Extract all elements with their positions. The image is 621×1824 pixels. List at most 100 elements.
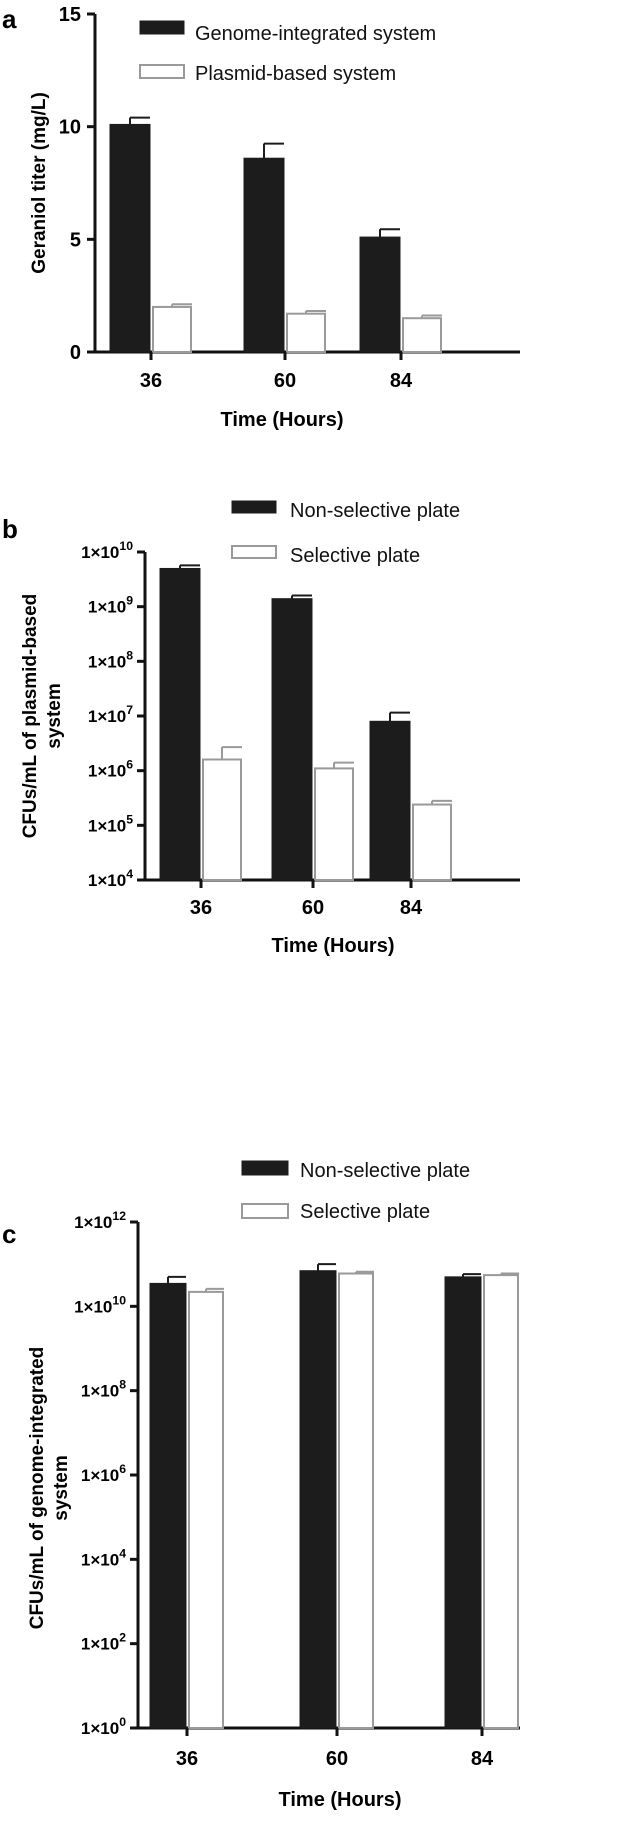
legend-swatch-open bbox=[231, 545, 277, 559]
chart-panel-a: a 0 5 10 15 Geraniol titer (mg/L) 36 60 84 Time (… bbox=[2, 4, 520, 431]
y-axis-label-line-1: CFUs/mL of genome-integrated bbox=[27, 1347, 48, 1630]
y-tick-exponent: 0 bbox=[119, 1715, 126, 1729]
x-tick-label: 60 bbox=[326, 1748, 348, 1770]
bar-open-36 bbox=[188, 1290, 224, 1730]
y-tick-label: 1×1012 bbox=[74, 1209, 126, 1232]
y-tick-label: 5 bbox=[70, 229, 81, 251]
y-tick-exponent: 8 bbox=[126, 648, 133, 662]
x-axis-label: Time (Hours) bbox=[221, 409, 344, 431]
legend-label: Non-selective plate bbox=[300, 1160, 470, 1182]
y-tick-label: 1×104 bbox=[81, 1546, 126, 1569]
y-tick-exponent: 6 bbox=[126, 758, 133, 772]
y-axis-label: CFUs/mL of genome-integrated system bbox=[27, 1347, 72, 1630]
y-tick-base: 1×10 bbox=[88, 762, 126, 781]
legend-swatch-filled bbox=[231, 500, 277, 514]
y-tick-base: 1×10 bbox=[81, 543, 119, 562]
bar-open-84 bbox=[412, 803, 452, 882]
panel-letter: b bbox=[2, 514, 18, 544]
legend: Non-selective plate Selective plate bbox=[241, 1160, 470, 1223]
y-tick-label: 10 bbox=[59, 117, 81, 139]
legend-swatch-filled bbox=[139, 20, 185, 35]
chart-panel-c: c1×1001×1021×1041×1061×1081×10101×1012CF… bbox=[2, 1160, 520, 1811]
y-tick-base: 1×10 bbox=[88, 652, 126, 671]
y-tick-label: 1×107 bbox=[88, 703, 133, 726]
legend-swatch-open bbox=[139, 64, 185, 79]
legend-label: Selective plate bbox=[290, 545, 420, 567]
bar-open-84 bbox=[483, 1274, 519, 1730]
y-tick-base: 1×10 bbox=[74, 1297, 112, 1316]
legend-label: Genome-integrated system bbox=[195, 23, 436, 45]
y-tick-label: 1×100 bbox=[81, 1715, 126, 1738]
x-tick-label: 36 bbox=[176, 1748, 198, 1770]
y-tick-base: 1×10 bbox=[74, 1213, 112, 1232]
y-tick-base: 1×10 bbox=[81, 1382, 119, 1401]
x-tick-label: 36 bbox=[140, 370, 162, 392]
y-tick-label: 1×106 bbox=[81, 1462, 126, 1485]
bar-filled-36 bbox=[109, 123, 151, 353]
bar-open-60 bbox=[338, 1272, 374, 1729]
y-tick-exponent: 10 bbox=[119, 539, 133, 553]
bar-filled-36 bbox=[159, 567, 201, 881]
y-tick-label: 1×1010 bbox=[81, 539, 133, 562]
bar-open-60 bbox=[286, 312, 326, 353]
y-tick-exponent: 9 bbox=[126, 594, 133, 608]
y-tick-exponent: 10 bbox=[112, 1293, 126, 1307]
chart-panel-b: b1×1041×1051×1061×1071×1081×1091×1010CFU… bbox=[2, 500, 520, 957]
y-tick-exponent: 8 bbox=[119, 1378, 126, 1392]
y-tick-label: 1×102 bbox=[81, 1631, 126, 1654]
y-tick-exponent: 4 bbox=[119, 1546, 126, 1560]
y-tick-base: 1×10 bbox=[81, 1719, 119, 1738]
bar-filled-60 bbox=[271, 598, 313, 881]
y-tick-label: 1×1010 bbox=[74, 1293, 126, 1316]
x-tick-label: 84 bbox=[390, 370, 413, 392]
y-tick-base: 1×10 bbox=[88, 816, 126, 835]
bar-filled-60 bbox=[299, 1270, 337, 1729]
y-tick-exponent: 12 bbox=[112, 1209, 126, 1223]
y-tick-label: 0 bbox=[70, 342, 81, 364]
x-tick-label: 60 bbox=[274, 370, 296, 392]
y-tick-label: 1×108 bbox=[81, 1378, 126, 1401]
x-tick-label: 84 bbox=[400, 897, 423, 919]
y-tick-base: 1×10 bbox=[88, 707, 126, 726]
x-tick-label: 60 bbox=[302, 897, 324, 919]
y-tick-base: 1×10 bbox=[88, 598, 126, 617]
x-tick-label: 84 bbox=[471, 1748, 494, 1770]
bar-filled-84 bbox=[359, 236, 401, 353]
y-axis-label-line-2: system bbox=[44, 683, 65, 749]
y-tick-exponent: 2 bbox=[119, 1631, 126, 1645]
panel-letter: a bbox=[2, 4, 17, 34]
x-tick-label: 36 bbox=[190, 897, 212, 919]
y-tick-exponent: 5 bbox=[126, 812, 133, 826]
panel-letter: c bbox=[2, 1219, 16, 1249]
y-tick-label: 1×105 bbox=[88, 812, 133, 835]
bar-filled-84 bbox=[369, 720, 411, 881]
x-axis-label: Time (Hours) bbox=[279, 1789, 402, 1811]
bar-filled-36 bbox=[149, 1282, 187, 1729]
y-tick-exponent: 6 bbox=[119, 1462, 126, 1476]
legend-label: Plasmid-based system bbox=[195, 63, 396, 85]
y-axis-label-line-1: CFUs/mL of plasmid-based bbox=[20, 594, 41, 839]
y-tick-label: 1×109 bbox=[88, 594, 133, 617]
legend-label: Non-selective plate bbox=[290, 500, 460, 522]
y-tick-label: 1×108 bbox=[88, 648, 133, 671]
bar-open-84 bbox=[402, 317, 442, 354]
y-axis-label-line-2: system bbox=[51, 1455, 72, 1521]
y-tick-base: 1×10 bbox=[88, 871, 126, 890]
bar-open-60 bbox=[314, 767, 354, 881]
y-axis-label: CFUs/mL of plasmid-based system bbox=[20, 594, 65, 839]
y-tick-exponent: 7 bbox=[126, 703, 133, 717]
legend-swatch-filled bbox=[241, 1160, 289, 1176]
bar-filled-84 bbox=[444, 1276, 482, 1729]
bar-open-36 bbox=[152, 305, 192, 353]
bar-open-36 bbox=[202, 758, 242, 882]
y-tick-label: 1×106 bbox=[88, 758, 133, 781]
x-axis-label: Time (Hours) bbox=[272, 935, 395, 957]
legend: Non-selective plate Selective plate bbox=[231, 500, 460, 567]
y-tick-label: 15 bbox=[59, 4, 81, 26]
y-tick-label: 1×104 bbox=[88, 867, 133, 890]
y-axis-label: Geraniol titer (mg/L) bbox=[29, 92, 50, 274]
bar-filled-60 bbox=[243, 157, 285, 353]
legend-label: Selective plate bbox=[300, 1201, 430, 1223]
y-tick-base: 1×10 bbox=[81, 1550, 119, 1569]
